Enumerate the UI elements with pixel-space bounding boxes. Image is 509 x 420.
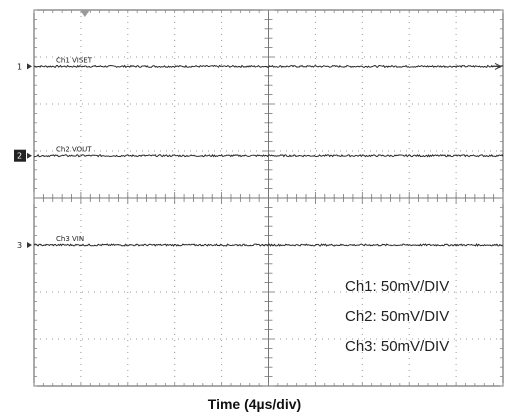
trace-label: Ch3 VIN [56,235,84,243]
channel-marker-number: 3 [17,241,22,250]
scale-annotation: Ch1: 50mV/DIV [345,278,449,295]
channel-marker-arrow [27,63,32,70]
x-axis-label: Time (4µs/div) [207,396,302,412]
scale-annotations: Ch1: 50mV/DIV Ch2: 50mV/DIV Ch3: 50mV/DIV [345,278,449,355]
right-level-arrow [491,62,502,70]
scale-annotation: Ch3: 50mV/DIV [345,338,449,355]
trace-line [33,153,504,158]
trace-layer: Ch1 VISET Ch2 VOUT Ch3 VIN [33,56,504,247]
trigger-marker [79,10,90,17]
channel-marker-box [14,149,26,162]
trace-label: Ch2 VOUT [56,146,92,154]
trace-label: Ch1 VISET [56,56,93,64]
trace-line [33,64,504,69]
channel-marker-arrow [27,242,32,248]
channel-marker-number: 2 [17,152,22,161]
trace-line [33,243,504,247]
channel-markers: 1 2 3 [14,62,502,250]
channel-marker-number: 1 [17,62,22,71]
channel-marker-arrow [27,152,32,159]
scale-annotation: Ch2: 50mV/DIV [345,308,449,325]
